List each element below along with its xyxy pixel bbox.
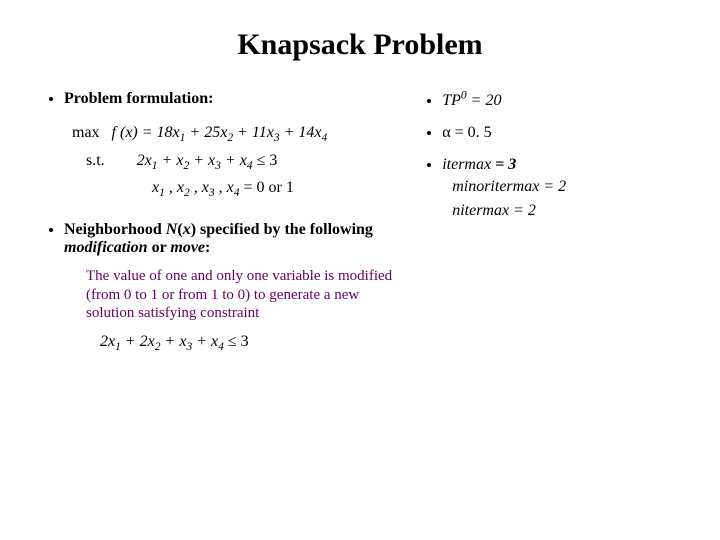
con-4: + x <box>196 333 218 350</box>
slide-container: Knapsack Problem Problem formulation: ma… <box>0 0 720 540</box>
itermax-label: itermax <box>442 156 495 173</box>
domain-line: x1 , x2 , x3 , x4 = 0 or 1 <box>152 175 394 203</box>
c1-3: + x <box>193 152 215 169</box>
c1-4: + x <box>225 152 247 169</box>
bullet-alpha: α = 0. 5 <box>442 124 680 142</box>
fx-part2: + 25x <box>189 124 227 141</box>
objective-line: max f (x) = 18x1 + 25x2 + 11x3 + 14x4 <box>72 120 394 148</box>
constraint-line: s.t. 2x1 + x2 + x3 + x4 ≤ 3 <box>86 148 394 176</box>
itermax-line: itermax = 3 <box>442 156 516 173</box>
formula-block: max f (x) = 18x1 + 25x2 + 11x3 + 14x4 s.… <box>72 120 394 203</box>
alpha-value: α = 0. 5 <box>442 124 491 141</box>
two-column-layout: Problem formulation: max f (x) = 18x1 + … <box>40 90 680 367</box>
con-1: 2x <box>100 333 115 350</box>
dom-x4: , x <box>219 179 234 196</box>
neighborhood-label: Neighborhood N(x) specified by the follo… <box>64 221 373 256</box>
problem-formulation-label: Problem formulation: <box>64 90 213 107</box>
tp-num: = 20 <box>467 92 502 109</box>
con-3: + x <box>165 333 187 350</box>
nbhd-N: N <box>166 221 178 238</box>
right-column: TP0 = 20 α = 0. 5 itermax = 3 minoriterm… <box>418 90 680 367</box>
nbhd-move: move <box>170 239 205 256</box>
page-title: Knapsack Problem <box>40 28 680 62</box>
nbhd-mod: modification <box>64 239 148 256</box>
st-label: s.t. <box>86 152 105 169</box>
bullet-problem-formulation: Problem formulation: max f (x) = 18x1 + … <box>64 90 394 203</box>
c1-2: + x <box>162 152 184 169</box>
max-label: max <box>72 124 100 141</box>
dom-x3: , x <box>194 179 209 196</box>
itermax-val: = 3 <box>495 156 516 173</box>
fx-part3: + 11x <box>237 124 274 141</box>
nbhd-text-b: specified by the following <box>196 221 373 238</box>
neighborhood-description: The value of one and only one variable i… <box>86 267 394 323</box>
dom-x2: , x <box>169 179 184 196</box>
tp-label: TP <box>442 92 461 109</box>
left-bullet-list: Problem formulation: max f (x) = 18x1 + … <box>40 90 394 353</box>
bullet-itermax: itermax = 3 minoritermax = 2 nitermax = … <box>442 156 680 221</box>
con-le: ≤ 3 <box>228 333 249 350</box>
right-bullet-list: TP0 = 20 α = 0. 5 itermax = 3 minoriterm… <box>418 90 680 222</box>
minoritermax: minoritermax = 2 <box>452 176 680 198</box>
con-2: + 2x <box>125 333 155 350</box>
bullet-tp: TP0 = 20 <box>442 90 680 110</box>
nbhd-x: x <box>183 221 191 238</box>
fx-part4: + 14x <box>284 124 322 141</box>
nbhd-text-a: Neighborhood <box>64 221 166 238</box>
bullet-neighborhood: Neighborhood N(x) specified by the follo… <box>64 221 394 353</box>
c1-1: 2x <box>137 152 152 169</box>
nitermax: nitermax = 2 <box>452 200 680 222</box>
fx-part1: f (x) = 18x <box>112 124 180 141</box>
nbhd-or: or <box>148 239 171 256</box>
left-column: Problem formulation: max f (x) = 18x1 + … <box>40 90 394 367</box>
tp-value: TP0 = 20 <box>442 92 501 109</box>
constraint-formula: 2x1 + 2x2 + x3 + x4 ≤ 3 <box>100 333 394 353</box>
c1-le: ≤ 3 <box>257 152 278 169</box>
nbhd-colon: : <box>205 239 210 256</box>
dom-rest: = 0 or 1 <box>244 179 294 196</box>
